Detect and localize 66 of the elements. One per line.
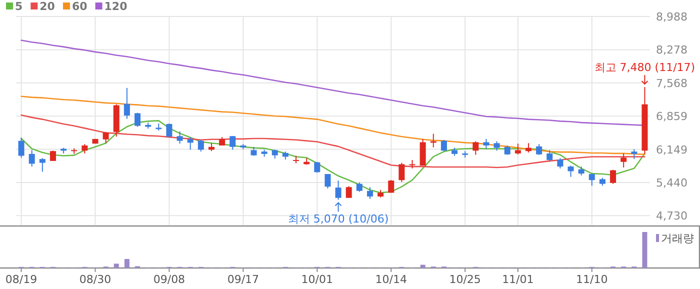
candlestick [620,152,627,168]
candlestick [39,158,46,172]
candlestick [366,186,373,200]
x-tick-label: 09/08 [153,273,186,286]
legend-label: 120 [104,0,128,13]
line-series [20,114,646,168]
legend-label: 60 [72,0,88,13]
candlestick [588,173,595,186]
candlestick [166,123,172,138]
candlestick [472,140,479,156]
candlestick [514,143,521,155]
bar [642,232,648,268]
x-tick-label: 11/10 [576,273,608,286]
y-tick-label: 8,278 [656,44,688,57]
y-tick-label: 4,730 [656,210,688,223]
candlestick [525,142,532,154]
candlestick [610,169,616,184]
x-tick-label: 10/25 [449,273,481,286]
x-tick-label: 08/19 [5,273,38,286]
candlestick [398,162,405,182]
legend-label: 20 [40,0,56,13]
candlestick [176,130,183,144]
x-tick-label: 08/30 [79,273,112,286]
candlestick [388,180,394,194]
candlestick [187,136,194,150]
candlestick [82,144,88,154]
candlestick [546,150,553,162]
bar [124,259,130,268]
candlestick [50,150,56,162]
candlestick [346,186,352,198]
candlestick [335,180,342,200]
candlestick [314,161,320,174]
candlestick [18,137,24,158]
candlestick [198,139,204,152]
annotation: 최저 5,070 (10/06) [288,212,389,226]
candlestick [483,138,490,150]
y-tick-label: 8,988 [656,10,688,24]
candlestick [557,158,564,169]
candlestick [440,139,447,152]
x-tick-label: 10/01 [301,273,333,286]
candlestick [536,144,542,156]
x-tick-label: 09/17 [227,273,260,286]
y-tick-label: 7,568 [656,76,688,90]
candlestick [420,138,426,166]
candlestick [134,112,141,128]
candlestick [230,136,236,150]
bar [114,264,119,268]
candlestick [568,165,574,178]
candlestick [102,131,109,144]
y-tick-label: 6,149 [656,143,688,156]
y-tick-label: 5,440 [656,176,688,190]
legend-label: 거래량 [661,232,694,245]
y-tick-label: 6,859 [656,110,688,124]
candlestick [494,140,500,152]
candlestick [324,174,331,190]
bar [420,264,426,268]
x-tick-label: 10/14 [375,273,407,286]
candlestick [504,144,510,156]
x-tick-label: 11/01 [502,273,534,286]
legend-label: 5 [15,0,23,13]
candlestick [28,150,35,168]
annotation: 최고 7,480 (11/17) [594,61,696,74]
line-series [20,96,646,156]
candlestick [631,148,638,160]
candlestick [124,87,130,120]
candlestick [356,182,362,192]
